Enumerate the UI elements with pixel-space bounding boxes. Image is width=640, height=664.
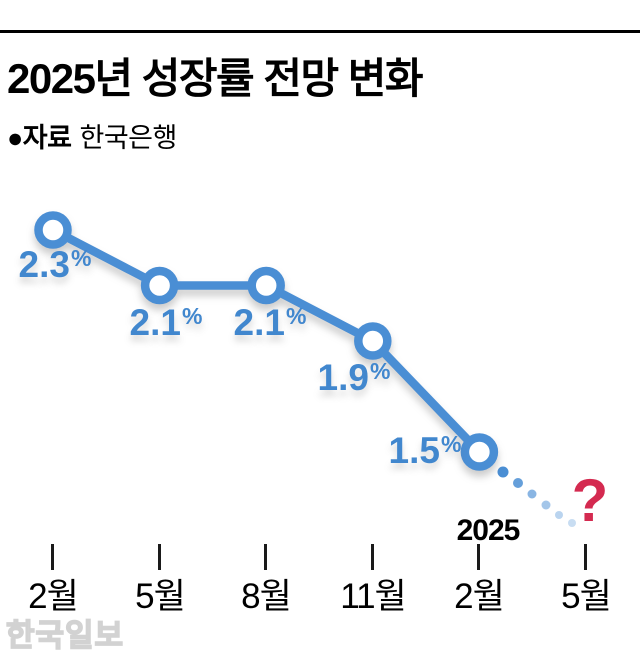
source-label: ●자료	[7, 123, 72, 153]
top-divider-rule	[0, 30, 640, 33]
x-axis-tick	[51, 544, 54, 570]
percent-sign: %	[181, 303, 203, 329]
x-axis-label-may: 5월	[135, 577, 186, 616]
x-axis-tick	[371, 544, 374, 570]
x-axis-label-aug: 8월	[241, 577, 292, 616]
source-value: 한국은행	[79, 123, 178, 153]
value-number: 1.9	[317, 357, 369, 398]
value-label-feb-2025: 1.5%	[389, 432, 462, 469]
chart-title: 2025년 성장률 전망 변화	[7, 55, 424, 102]
data-point-marker	[140, 266, 179, 305]
value-number: 2.1	[233, 302, 285, 343]
forecast-line-series	[34, 211, 499, 471]
trail-dot	[513, 478, 523, 488]
forecast-question-mark: ?	[571, 467, 609, 534]
x-axis-tick	[264, 544, 267, 570]
x-axis-tick	[158, 544, 161, 570]
x-axis-label-nov: 11월	[340, 577, 407, 616]
percent-sign: %	[440, 431, 462, 457]
value-label-may: 2.1%	[130, 304, 203, 341]
value-label-aug: 2.1%	[234, 304, 307, 341]
hankookilbo-watermark: 한국일보	[5, 618, 125, 653]
trail-dot	[555, 511, 563, 519]
trail-dot	[541, 500, 551, 510]
value-number: 1.5	[388, 430, 440, 471]
value-label-feb: 2.3%	[19, 246, 92, 283]
x-axis-tick	[584, 544, 587, 570]
data-point-marker	[460, 433, 499, 471]
trail-dot	[568, 519, 576, 527]
data-point-marker	[354, 322, 392, 360]
percent-sign: %	[285, 303, 307, 329]
x-axis-label-may-2025: 5월	[561, 577, 612, 616]
x-axis-label-feb: 2월	[28, 577, 79, 616]
percent-sign: %	[70, 245, 92, 271]
value-label-nov: 1.9%	[318, 359, 391, 396]
data-point-marker	[34, 211, 72, 249]
x-axis-label-feb-2025: 2월	[454, 577, 505, 616]
trail-dot	[527, 489, 537, 499]
forecast-dotted-trail	[497, 466, 576, 527]
value-number: 2.1	[129, 302, 181, 343]
percent-sign: %	[369, 358, 391, 384]
x-axis-tick	[477, 544, 480, 570]
year-annotation: 2025	[456, 514, 521, 547]
source-line: ●자료 한국은행	[7, 116, 177, 155]
trail-dot	[497, 466, 509, 478]
data-point-marker	[247, 266, 285, 305]
value-number: 2.3	[18, 244, 70, 285]
